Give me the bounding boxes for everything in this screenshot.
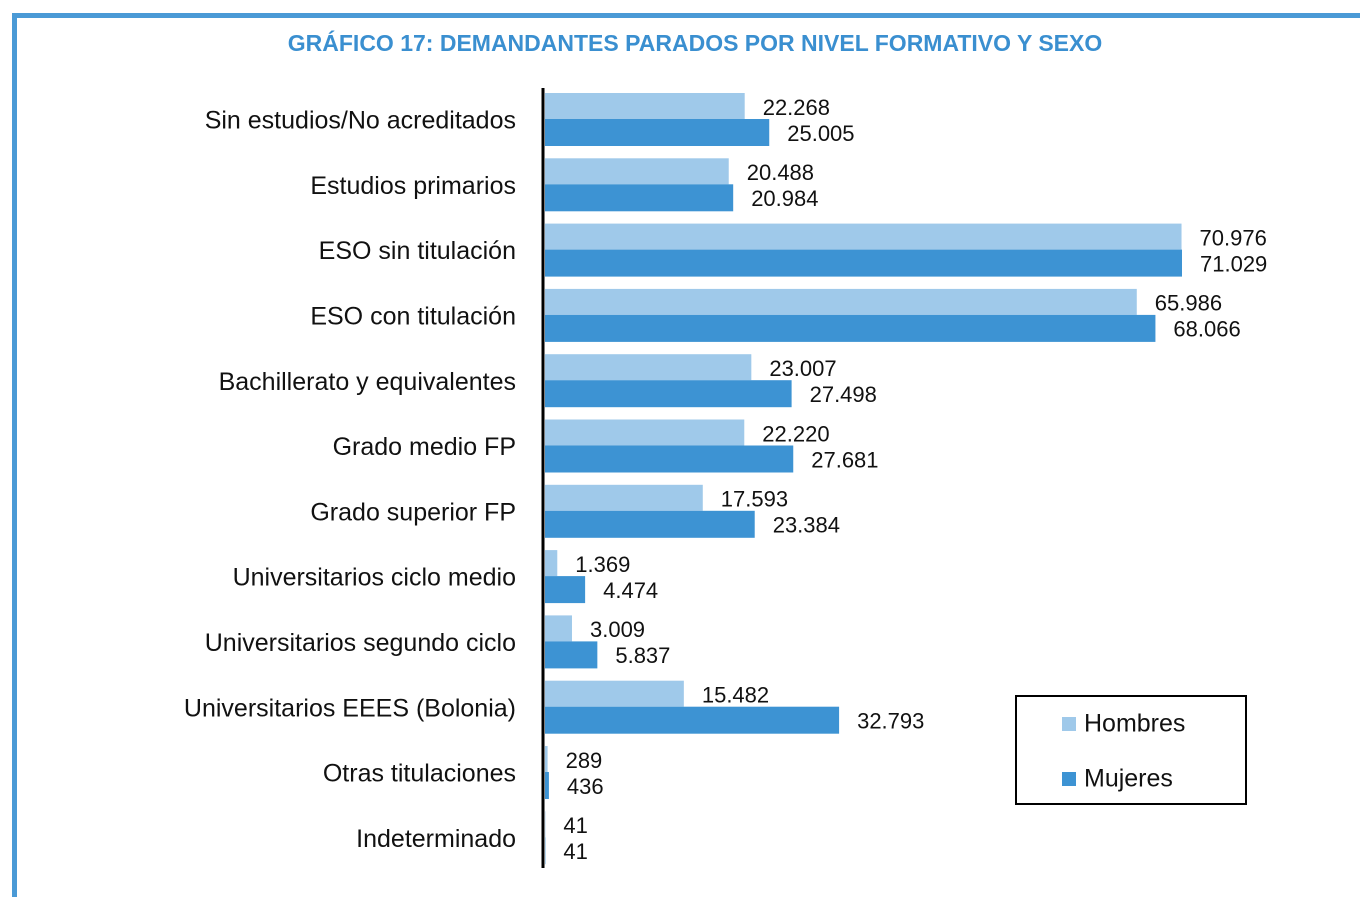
legend-label: Hombres bbox=[1084, 710, 1185, 738]
category-label: Indeterminado bbox=[356, 825, 516, 853]
bar bbox=[545, 772, 549, 799]
value-label: 20.488 bbox=[747, 160, 814, 185]
bar bbox=[545, 419, 745, 446]
value-label: 23.007 bbox=[769, 356, 836, 381]
value-label: 25.005 bbox=[787, 121, 854, 146]
value-label: 5.837 bbox=[615, 643, 670, 668]
bar bbox=[545, 576, 586, 604]
bar bbox=[545, 249, 1182, 277]
legend-swatch bbox=[1062, 717, 1076, 731]
category-label: Universitarios ciclo medio bbox=[233, 564, 516, 592]
bar bbox=[545, 314, 1156, 342]
category-label: ESO sin titulación bbox=[319, 237, 516, 265]
value-label: 17.593 bbox=[721, 487, 788, 512]
bar bbox=[545, 510, 755, 538]
bar bbox=[545, 223, 1182, 250]
category-label: Otras titulaciones bbox=[323, 760, 516, 788]
bar bbox=[545, 354, 752, 381]
value-label: 27.681 bbox=[811, 447, 878, 472]
category-label: Universitarios segundo ciclo bbox=[205, 629, 516, 657]
value-label: 15.482 bbox=[702, 683, 769, 708]
category-label: Estudios primarios bbox=[310, 172, 516, 200]
value-label: 27.498 bbox=[810, 382, 877, 407]
bar bbox=[545, 484, 703, 511]
value-label: 1.369 bbox=[575, 552, 630, 577]
value-label: 20.984 bbox=[751, 186, 818, 211]
legend-swatch bbox=[1062, 772, 1076, 786]
value-label: 289 bbox=[566, 748, 603, 773]
bar bbox=[545, 746, 548, 772]
bar bbox=[545, 288, 1137, 315]
value-label: 22.268 bbox=[763, 95, 830, 120]
bar bbox=[545, 641, 598, 669]
value-label: 436 bbox=[567, 774, 604, 799]
bar bbox=[545, 380, 792, 408]
chart-title: GRÁFICO 17: DEMANDANTES PARADOS POR NIVE… bbox=[288, 29, 1102, 56]
category-label: Sin estudios/No acreditados bbox=[205, 107, 516, 135]
bar bbox=[545, 158, 729, 185]
frame-top bbox=[12, 13, 1360, 18]
legend-box bbox=[1015, 695, 1247, 805]
category-label: Universitarios EEES (Bolonia) bbox=[184, 694, 516, 722]
category-label: ESO con titulación bbox=[310, 303, 516, 331]
value-label: 22.220 bbox=[762, 421, 829, 446]
value-label: 23.384 bbox=[773, 513, 840, 538]
bar bbox=[545, 184, 734, 212]
category-label: Grado superior FP bbox=[310, 498, 516, 526]
bar bbox=[545, 119, 770, 146]
category-label: Grado medio FP bbox=[333, 433, 516, 461]
value-label: 70.976 bbox=[1200, 225, 1267, 250]
bar bbox=[545, 706, 840, 734]
value-label: 32.793 bbox=[857, 709, 924, 734]
value-label: 71.029 bbox=[1200, 251, 1267, 276]
bar bbox=[545, 550, 558, 577]
frame-left bbox=[12, 13, 17, 897]
value-label: 3.009 bbox=[590, 617, 645, 642]
category-label: Bachillerato y equivalentes bbox=[219, 368, 516, 396]
bar bbox=[545, 615, 572, 642]
bar bbox=[545, 93, 745, 119]
value-label: 4.474 bbox=[603, 578, 658, 603]
value-label: 65.986 bbox=[1155, 291, 1222, 316]
legend-label: Mujeres bbox=[1084, 765, 1173, 793]
value-label: 41 bbox=[563, 839, 587, 864]
bar bbox=[545, 680, 684, 707]
value-label: 68.066 bbox=[1173, 317, 1240, 342]
bar bbox=[545, 445, 794, 473]
value-label: 41 bbox=[563, 813, 587, 838]
